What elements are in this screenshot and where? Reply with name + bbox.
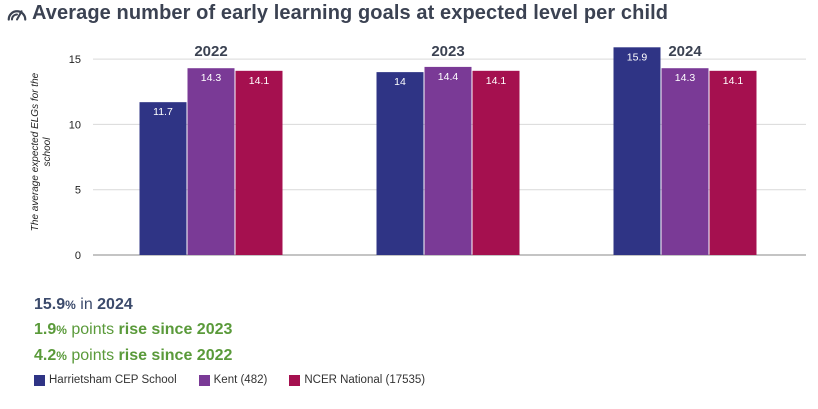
bar-value-label-2024-0: 15.9 (627, 51, 648, 63)
bar-2024-0 (613, 47, 661, 256)
bar-2024-2 (709, 70, 757, 255)
category-label-2023: 2023 (431, 43, 464, 60)
stat-1-value: 15.9 (34, 296, 66, 313)
legend-swatch-kent (198, 374, 210, 386)
stat-3-mid: points (66, 347, 119, 364)
stat-1-pct: % (65, 298, 76, 312)
y-axis-title-line1: The average expected ELGs for the (30, 72, 41, 231)
page-title: Average number of early learning goals a… (32, 2, 669, 24)
y-tick-label-15: 15 (69, 54, 81, 66)
stat-2-mid: points (66, 321, 119, 338)
legend-label-school: Harrietsham CEP School (49, 374, 177, 386)
stat-rise-2023: 1.9% points rise since 2023 (34, 321, 232, 339)
stat-3-value: 4.2 (34, 347, 57, 364)
bar-2024-1 (661, 68, 709, 255)
legend-swatch-national (289, 374, 301, 386)
y-axis-title-line2: school (42, 137, 53, 167)
bar-2022-2 (235, 70, 283, 255)
bar-value-label-2024-1: 14.3 (675, 72, 696, 84)
bar-value-label-2022-1: 14.3 (201, 72, 222, 84)
bar-2023-1 (424, 66, 472, 256)
bar-value-label-2024-2: 14.1 (723, 75, 744, 87)
chart-legend: Harrietsham CEP School Kent (482) NCER N… (34, 374, 425, 386)
bar-value-label-2023-0: 14 (394, 76, 406, 88)
bar-2022-1 (187, 68, 235, 255)
legend-item-national[interactable]: NCER National (17535) (289, 374, 425, 386)
stat-rise-2022: 4.2% points rise since 2022 (34, 347, 232, 365)
legend-swatch-school (34, 374, 45, 386)
stat-3-pct: % (56, 349, 67, 363)
gauge-icon (7, 9, 27, 21)
stat-2-value: 1.9 (34, 321, 57, 338)
category-label-2022: 2022 (194, 43, 227, 60)
stat-3-tail: rise since 2022 (118, 347, 233, 364)
stat-2-tail: rise since 2023 (118, 321, 233, 338)
stat-2-pct: % (56, 323, 67, 337)
legend-item-kent[interactable]: Kent (482) (198, 374, 268, 386)
y-tick-label-0: 0 (75, 250, 81, 262)
y-tick-label-5: 5 (75, 185, 81, 197)
bar-value-label-2023-1: 14.4 (438, 71, 459, 83)
category-label-2024: 2024 (668, 43, 702, 60)
title-row: Average number of early learning goals a… (6, 2, 668, 25)
bar-2022-0 (139, 102, 187, 255)
y-axis-title: The average expected ELGs for theschool (30, 72, 53, 231)
stat-current-value: 15.9% in 2024 (34, 296, 133, 314)
bar-2023-0 (376, 72, 424, 255)
bar-value-label-2022-2: 14.1 (249, 75, 270, 87)
bar-value-label-2023-2: 14.1 (486, 75, 507, 87)
y-tick-label-10: 10 (69, 119, 81, 131)
bar-2023-2 (472, 70, 520, 255)
legend-item-school[interactable]: Harrietsham CEP School (34, 374, 177, 386)
legend-label-kent: Kent (482) (213, 374, 268, 386)
legend-label-national: NCER National (17535) (304, 374, 426, 386)
bar-value-label-2022-0: 11.7 (153, 106, 173, 118)
stat-1-year: 2024 (97, 296, 133, 313)
stat-1-mid: in (75, 296, 98, 313)
bar-chart: 0 5 10 15 The average expected ELGs for thes… (30, 43, 806, 262)
